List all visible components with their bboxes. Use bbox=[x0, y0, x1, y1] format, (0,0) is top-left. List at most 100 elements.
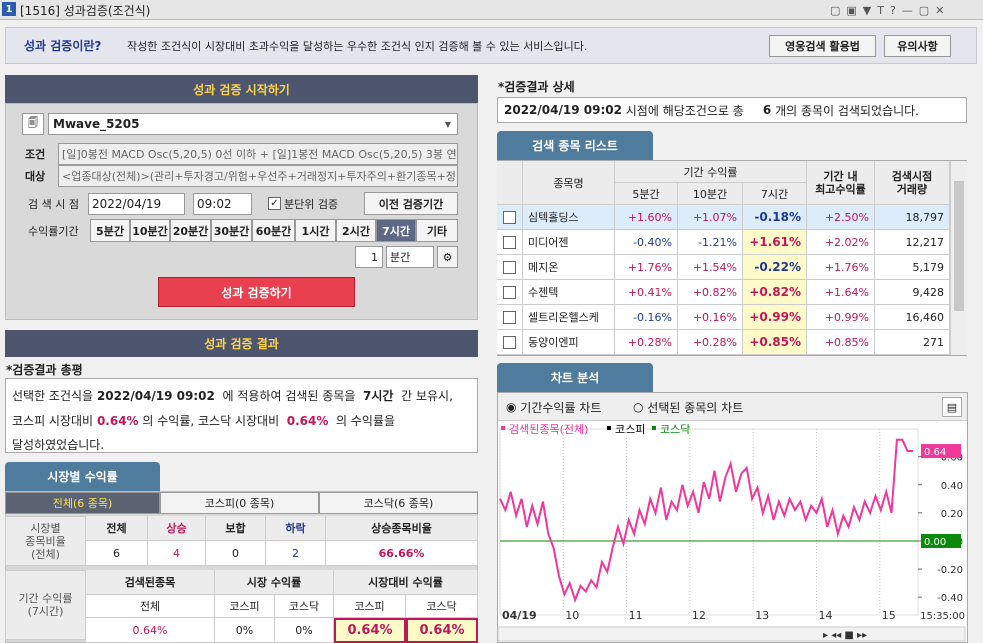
cell: 2 bbox=[266, 541, 326, 566]
banner: 성과 검증이란? 작성한 조건식이 시장대비 초과수익을 달성하는 우수한 조건… bbox=[5, 27, 977, 64]
text: 의 수익률을 bbox=[336, 413, 396, 428]
condition-text: [일]0봉전 MACD Osc(5,20,5) 0선 이하 + [일]1봉전 M… bbox=[58, 143, 458, 165]
date-input[interactable]: 2022/04/19 bbox=[88, 193, 185, 215]
market-subtab[interactable]: 코스닥(6 종목) bbox=[319, 492, 478, 514]
guide-button[interactable]: 영웅검색 활용법 bbox=[769, 35, 876, 57]
period-button[interactable]: 10분간 bbox=[130, 219, 170, 242]
cell: 9,428 bbox=[875, 280, 950, 305]
condition-select[interactable]: Mwave_5205 bbox=[48, 113, 458, 135]
x-tick-label: 04/19 bbox=[502, 609, 537, 622]
badge-label: 0.00 bbox=[924, 537, 946, 548]
time-input[interactable]: 09:02 bbox=[193, 193, 252, 215]
checkbox[interactable] bbox=[503, 210, 516, 224]
row-checkbox[interactable] bbox=[497, 230, 523, 255]
notice-button[interactable]: 유의사항 bbox=[884, 35, 951, 57]
scroll-bar bbox=[497, 626, 966, 642]
row-checkbox[interactable] bbox=[497, 280, 523, 305]
radio-label: 선택된 종목의 차트 bbox=[647, 400, 744, 415]
cell: 0 bbox=[206, 541, 266, 566]
radio-selected[interactable]: ○ 선택된 종목의 차트 bbox=[633, 400, 744, 415]
cell: +1.76% bbox=[807, 255, 875, 280]
text: 의 수익률, 코스닥 시장대비 bbox=[142, 413, 280, 428]
scrollbar[interactable] bbox=[950, 161, 967, 355]
column-header: 보합 bbox=[206, 516, 266, 541]
text: 달성하였었습니다. bbox=[12, 438, 105, 452]
cell: +0.28% bbox=[678, 330, 743, 355]
period-button[interactable]: 60분간 bbox=[252, 219, 295, 242]
window-controls[interactable]: ▢▣▼T?—▢✕ bbox=[830, 4, 951, 17]
summary-box: 선택한 조건식을 2022/04/19 09:02 에 적용하여 검색된 종목을… bbox=[5, 378, 478, 453]
row-header: 시장별 종목비율 (전체) bbox=[5, 516, 86, 566]
stock-name[interactable]: 동양이엔피 bbox=[523, 330, 615, 355]
y-tick-label: -0.20 bbox=[937, 565, 963, 576]
cell: +0.82% bbox=[743, 280, 807, 305]
table-icon[interactable]: ▤ bbox=[942, 397, 962, 417]
column-header: 전체 bbox=[86, 516, 148, 541]
row-checkbox[interactable] bbox=[497, 255, 523, 280]
period-button[interactable]: 기타 bbox=[416, 219, 458, 242]
legend-swatch bbox=[501, 426, 505, 430]
period-button[interactable]: 5분간 bbox=[90, 219, 130, 242]
stock-name[interactable]: 셀트리온헬스케 bbox=[523, 305, 615, 330]
market-tab[interactable]: 시장별 수익률 bbox=[5, 462, 160, 491]
scroll-thumb[interactable] bbox=[954, 181, 964, 311]
period-button[interactable]: 7시간 bbox=[376, 219, 416, 242]
series-line bbox=[499, 438, 913, 604]
period-button[interactable]: 20분간 bbox=[170, 219, 211, 242]
cell: +0.41% bbox=[615, 280, 678, 305]
cell: -1.21% bbox=[678, 230, 743, 255]
stock-name[interactable]: 수젠텍 bbox=[523, 280, 615, 305]
market-subtab[interactable]: 코스피(0 종목) bbox=[160, 492, 319, 514]
row-checkbox[interactable] bbox=[497, 205, 523, 230]
cell: -0.16% bbox=[615, 305, 678, 330]
period: 7시간 bbox=[363, 389, 394, 403]
market-subtab[interactable]: 전체(6 종목) bbox=[5, 492, 160, 514]
period-button[interactable]: 2시간 bbox=[336, 219, 376, 242]
checkbox[interactable] bbox=[503, 260, 516, 274]
start-header: 성과 검증 시작하기 bbox=[5, 75, 478, 103]
settings-button[interactable]: ⚙ bbox=[437, 246, 458, 268]
period-button[interactable]: 30분간 bbox=[211, 219, 252, 242]
chart-tab[interactable]: 차트 분석 bbox=[497, 363, 653, 392]
stock-name[interactable]: 미디어젠 bbox=[523, 230, 615, 255]
period-button[interactable]: 1시간 bbox=[295, 219, 336, 242]
header-cell bbox=[497, 161, 523, 205]
minute-checkbox[interactable]: ✓ bbox=[268, 197, 281, 210]
cell: +1.76% bbox=[615, 255, 678, 280]
text: 에 적용하여 검색된 종목을 bbox=[222, 389, 356, 403]
cell: +0.82% bbox=[678, 280, 743, 305]
text: 코스피 시장대비 bbox=[12, 413, 94, 428]
stock-name[interactable]: 심텍홀딩스 bbox=[523, 205, 615, 230]
x-tick-label: 10 bbox=[565, 609, 579, 622]
cell: 6 bbox=[86, 541, 148, 566]
y-tick-label: 0.20 bbox=[941, 509, 963, 520]
x-tick-label: 15 bbox=[882, 609, 896, 622]
checkbox[interactable] bbox=[503, 235, 516, 249]
run-button[interactable]: 성과 검증하기 bbox=[158, 277, 355, 307]
row-checkbox[interactable] bbox=[497, 330, 523, 355]
radio-period[interactable]: ◉ 기간수익률 차트 bbox=[506, 400, 602, 415]
legend-label: 코스피 bbox=[615, 423, 645, 436]
legend-swatch bbox=[607, 426, 611, 430]
cell: 0.64% bbox=[406, 618, 478, 643]
cell: -0.18% bbox=[743, 205, 807, 230]
detail-box: 2022/04/19 09:02 시점에 해당조건으로 총 6 개의 종목이 검… bbox=[497, 97, 967, 123]
prev-period-button[interactable]: 이전 검증기간 bbox=[364, 192, 458, 215]
kosdaq-return: 0.64% bbox=[286, 413, 329, 428]
checkbox[interactable] bbox=[503, 285, 516, 299]
list-tab[interactable]: 검색 종목 리스트 bbox=[497, 131, 653, 160]
cell: 5,179 bbox=[875, 255, 950, 280]
value-badge bbox=[921, 444, 961, 459]
checkbox[interactable] bbox=[503, 335, 516, 349]
legend-label: 검색된종목(전체) bbox=[509, 423, 588, 436]
header-cell: 5분간 bbox=[615, 183, 678, 205]
checkbox[interactable] bbox=[503, 310, 516, 324]
sub-header: 코스피 bbox=[334, 595, 406, 618]
stock-name[interactable]: 메지온 bbox=[523, 255, 615, 280]
condition-icon[interactable]: 🗐 bbox=[22, 113, 44, 135]
cell: 271 bbox=[875, 330, 950, 355]
unit-value[interactable]: 1 bbox=[355, 246, 383, 268]
row-checkbox[interactable] bbox=[497, 305, 523, 330]
unit-select[interactable]: 분간 bbox=[386, 246, 434, 268]
